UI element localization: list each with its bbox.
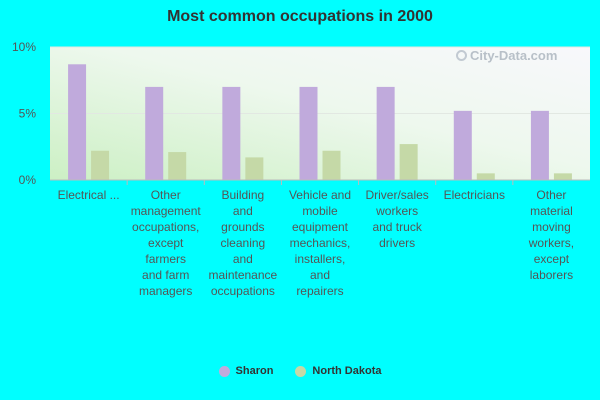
watermark-text: City-Data.com xyxy=(470,48,558,63)
bar-chart: 0% 5% 10% Electrical ... Other management occ… xyxy=(12,40,590,298)
x-category-label: Driver/sales workers and truck drivers xyxy=(365,188,428,250)
bar-north-dakota xyxy=(322,150,341,180)
bar-north-dakota xyxy=(553,173,572,180)
x-category-label: Electricians xyxy=(444,188,505,202)
legend-item-sharon: Sharon xyxy=(218,365,274,377)
bar-north-dakota xyxy=(168,152,187,180)
bar-sharon xyxy=(530,110,549,180)
legend-swatch-north-dakota xyxy=(295,365,307,377)
x-category-label: Electrical ... xyxy=(58,188,120,202)
bar-north-dakota xyxy=(245,157,264,180)
x-axis-labels: Electrical ... Other management occupations… xyxy=(58,188,575,298)
y-tick-label: 10% xyxy=(12,40,36,54)
legend-label-north-dakota: North Dakota xyxy=(312,365,382,377)
bar-sharon xyxy=(299,86,318,180)
bars xyxy=(68,64,572,185)
bar-sharon xyxy=(68,64,87,180)
legend-item-north-dakota: North Dakota xyxy=(295,365,381,377)
x-category-label: Other material moving workers, except laborer… xyxy=(528,188,574,282)
x-category-label: Vehicle and mobile equipment mechanics, inst… xyxy=(289,188,351,298)
grid-lines xyxy=(50,46,590,114)
bar-north-dakota xyxy=(399,144,418,180)
x-category-label: Building and grounds cleaning and maintenance… xyxy=(208,188,277,298)
bar-north-dakota xyxy=(91,150,110,180)
y-tick-label: 0% xyxy=(19,173,37,187)
legend-swatch-sharon xyxy=(218,365,230,377)
y-tick-label: 5% xyxy=(19,107,37,121)
y-axis-ticks: 0% 5% 10% xyxy=(12,40,36,187)
bar-sharon xyxy=(145,86,164,180)
bar-north-dakota xyxy=(476,173,495,180)
watermark: City-Data.com xyxy=(456,48,557,63)
bar-sharon xyxy=(453,110,472,180)
legend-label-sharon: Sharon xyxy=(235,365,274,377)
bar-sharon xyxy=(222,86,241,180)
legend: Sharon North Dakota xyxy=(0,365,600,377)
city-data-icon xyxy=(456,50,467,61)
bar-sharon xyxy=(376,86,395,180)
x-category-label: Other management occupations, except farmers… xyxy=(131,188,202,298)
chart-title: Most common occupations in 2000 xyxy=(167,8,433,25)
